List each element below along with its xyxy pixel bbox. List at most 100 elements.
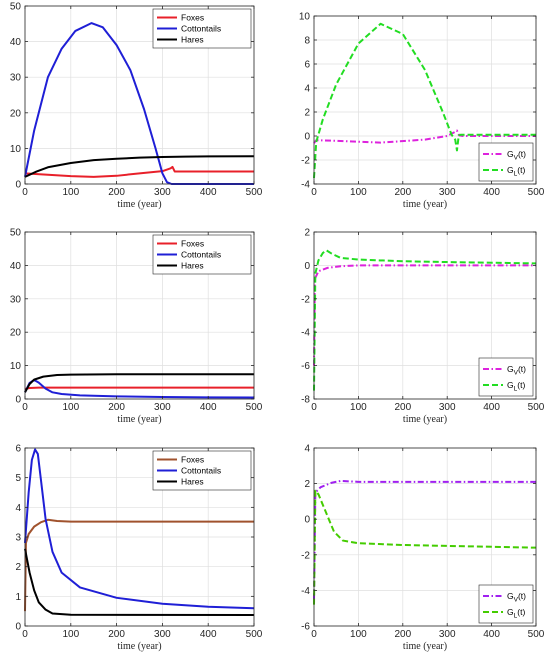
y-tick-label: -4 [301, 180, 310, 191]
y-tick-label: 40 [10, 261, 22, 272]
x-axis-label: time (year) [403, 414, 447, 425]
legend-label: GL(t) [507, 607, 525, 620]
y-tick-label: 10 [299, 12, 311, 23]
series-line-cottontails [24, 22, 254, 185]
x-tick-label: 0 [22, 187, 28, 198]
legend: GV(t) GL(t) [478, 584, 534, 624]
legend-label: Cottontails [181, 24, 221, 34]
y-tick-label: 10 [10, 144, 22, 155]
chart-panel-1: 0 100 200 300 400 500 0 10 20 30 40 50 time (year) Fo… [10, 2, 263, 211]
series-line-g-l-t- [313, 489, 537, 605]
y-tick-label: 4 [15, 503, 21, 514]
x-tick-label: 400 [200, 402, 217, 413]
legend-label: Cottontails [181, 466, 221, 476]
y-tick-label: 2 [304, 479, 310, 490]
legend: GV(t) GL(t) [478, 142, 534, 182]
series-line-g-v-t- [313, 264, 536, 366]
chart-panel-4: 0 100 200 300 400 500 -8 -6 -4 -2 0 2 time (year) GV(… [301, 228, 545, 426]
y-tick-label: 30 [10, 73, 22, 84]
series-line-g-l-t- [313, 249, 537, 391]
x-tick-label: 0 [311, 187, 317, 198]
y-tick-label: 0 [304, 515, 310, 526]
x-tick-label: 200 [394, 629, 411, 640]
x-tick-label: 300 [439, 402, 456, 413]
legend-label: GL(t) [507, 165, 525, 178]
chart-panel-2: 0 100 200 300 400 500 -4 -2 0 2 4 6 8 10 time (year) GV… [299, 12, 545, 211]
legend-label: Cottontails [181, 250, 221, 260]
x-axis-label: time (year) [117, 641, 161, 652]
y-tick-label: 20 [10, 108, 22, 119]
y-tick-label: 3 [15, 533, 21, 544]
y-tick-label: 0 [15, 395, 21, 406]
y-tick-label: 0 [304, 261, 310, 272]
y-tick-label: 30 [10, 294, 22, 305]
y-tick-label: 5 [15, 473, 21, 484]
y-tick-label: 0 [304, 132, 310, 143]
legend-label: Hares [181, 261, 204, 271]
x-tick-label: 200 [108, 629, 125, 640]
x-tick-label: 100 [350, 187, 367, 198]
x-tick-label: 400 [483, 629, 500, 640]
x-tick-label: 500 [528, 629, 545, 640]
y-tick-label: -2 [301, 156, 310, 167]
x-tick-label: 500 [246, 402, 263, 413]
x-tick-label: 500 [528, 187, 545, 198]
y-tick-label: 20 [10, 328, 22, 339]
series-line-cottontails [24, 448, 255, 610]
x-tick-label: 200 [108, 402, 125, 413]
y-tick-label: 10 [10, 361, 22, 372]
legend-label: GV(t) [507, 149, 526, 162]
x-tick-label: 500 [246, 187, 263, 198]
y-tick-label: 40 [10, 37, 22, 48]
x-tick-label: 400 [483, 402, 500, 413]
y-tick-label: -4 [301, 586, 310, 597]
x-axis-label: time (year) [117, 414, 161, 425]
legend-label: Foxes [181, 239, 204, 249]
chart-panel-6: 0 100 200 300 400 500 -6 -4 -2 0 2 4 time (year) GV(t… [301, 444, 545, 653]
x-tick-label: 200 [394, 187, 411, 198]
x-tick-label: 200 [108, 187, 125, 198]
y-tick-label: 4 [304, 444, 310, 455]
legend-box [478, 357, 534, 397]
y-tick-label: 6 [15, 444, 21, 455]
chart-panel-3: 0 100 200 300 400 500 0 10 20 30 40 50 time (year) Fo… [10, 228, 263, 426]
y-tick-label: 50 [10, 228, 22, 239]
legend-label: Foxes [181, 455, 204, 465]
x-axis-label: time (year) [117, 199, 161, 210]
x-tick-label: 0 [311, 629, 317, 640]
legend-label: Hares [181, 35, 204, 45]
y-tick-label: 6 [304, 60, 310, 71]
legend-label: Foxes [181, 13, 204, 23]
y-tick-label: -8 [301, 395, 310, 406]
axes-box [313, 447, 537, 627]
y-tick-label: 0 [15, 180, 21, 191]
y-tick-label: 2 [304, 228, 310, 239]
series-line-g-l-t- [313, 22, 536, 179]
x-tick-label: 400 [200, 629, 217, 640]
x-tick-label: 300 [439, 629, 456, 640]
y-tick-label: 2 [15, 562, 21, 573]
axes-box [313, 15, 537, 185]
y-tick-label: 2 [304, 108, 310, 119]
x-axis-label: time (year) [403, 199, 447, 210]
y-tick-label: -2 [301, 294, 310, 305]
x-tick-label: 300 [439, 187, 456, 198]
y-tick-label: 50 [10, 2, 22, 13]
chart-panel-5: 0 100 200 300 400 500 0 1 2 3 4 5 6 time (year) FoxesC… [15, 444, 262, 653]
legend-box [478, 142, 534, 182]
y-tick-label: -4 [301, 328, 310, 339]
x-tick-label: 100 [62, 402, 79, 413]
legend-box [478, 584, 534, 624]
x-tick-label: 0 [311, 402, 317, 413]
y-tick-label: 0 [15, 622, 21, 633]
y-tick-label: -6 [301, 622, 310, 633]
x-tick-label: 0 [22, 629, 28, 640]
y-tick-label: -2 [301, 550, 310, 561]
y-tick-label: -6 [301, 361, 310, 372]
x-tick-label: 400 [200, 187, 217, 198]
axes-box [24, 5, 255, 185]
legend-label: Hares [181, 477, 204, 487]
y-tick-label: 8 [304, 36, 310, 47]
